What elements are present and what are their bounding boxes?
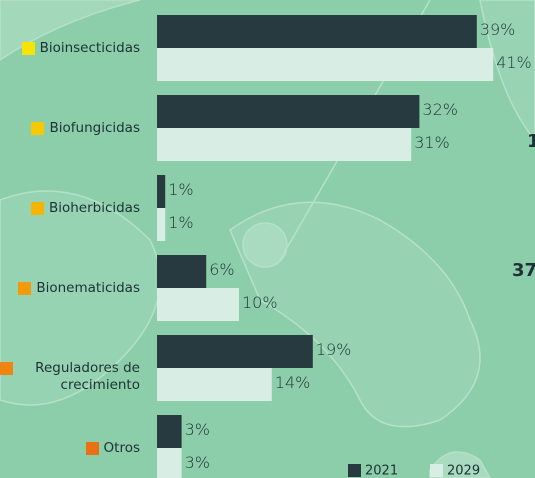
category-text: Bioinsecticidas <box>39 40 140 56</box>
legend-swatch <box>430 464 443 477</box>
category-marker <box>85 442 99 455</box>
category-label: Reguladores de crecimiento <box>0 360 140 394</box>
category-text: Biofungicidas <box>49 120 140 136</box>
category-text: Otros <box>103 440 140 456</box>
value-label: 14% <box>275 373 311 392</box>
category-text: Bionematicidas <box>36 280 140 296</box>
category-text: Bioherbicidas <box>48 200 140 216</box>
value-label: 41% <box>496 53 532 72</box>
bar <box>157 175 166 208</box>
bar <box>157 48 494 81</box>
category-marker <box>18 282 32 295</box>
bar <box>157 128 412 161</box>
value-label: 3% <box>185 420 210 439</box>
bar <box>157 255 207 288</box>
category-label: Bioherbicidas <box>0 200 140 217</box>
legend-swatch <box>348 464 361 477</box>
bar <box>157 288 239 321</box>
category-marker <box>30 202 44 215</box>
value-label: 31% <box>414 133 450 152</box>
bar <box>157 208 166 241</box>
legend-label: 2021 <box>365 464 398 478</box>
value-label: 32% <box>422 100 458 119</box>
category-label: Biofungicidas <box>0 120 140 137</box>
value-label: 39% <box>480 20 516 39</box>
bar <box>157 368 272 401</box>
legend-label: 2029 <box>447 464 480 478</box>
bar <box>157 95 420 128</box>
bar <box>157 335 313 368</box>
category-label: Otros <box>0 440 140 457</box>
category-marker <box>31 122 45 135</box>
bar <box>157 15 477 48</box>
value-label: 19% <box>316 340 352 359</box>
value-label: 1% <box>168 180 193 199</box>
value-label: 3% <box>185 453 210 472</box>
bar <box>157 448 182 478</box>
annotation: 1 <box>527 131 535 152</box>
category-label: Bionematicidas <box>0 280 140 297</box>
bar <box>157 415 182 448</box>
value-label: 6% <box>209 260 234 279</box>
category-text: Reguladores de crecimiento <box>35 360 140 393</box>
value-label: 10% <box>242 293 278 312</box>
value-label: 1% <box>168 213 193 232</box>
category-marker <box>21 42 35 55</box>
category-marker <box>0 362 13 375</box>
category-label: Bioinsecticidas <box>0 40 140 57</box>
annotation: 37 <box>512 260 535 281</box>
